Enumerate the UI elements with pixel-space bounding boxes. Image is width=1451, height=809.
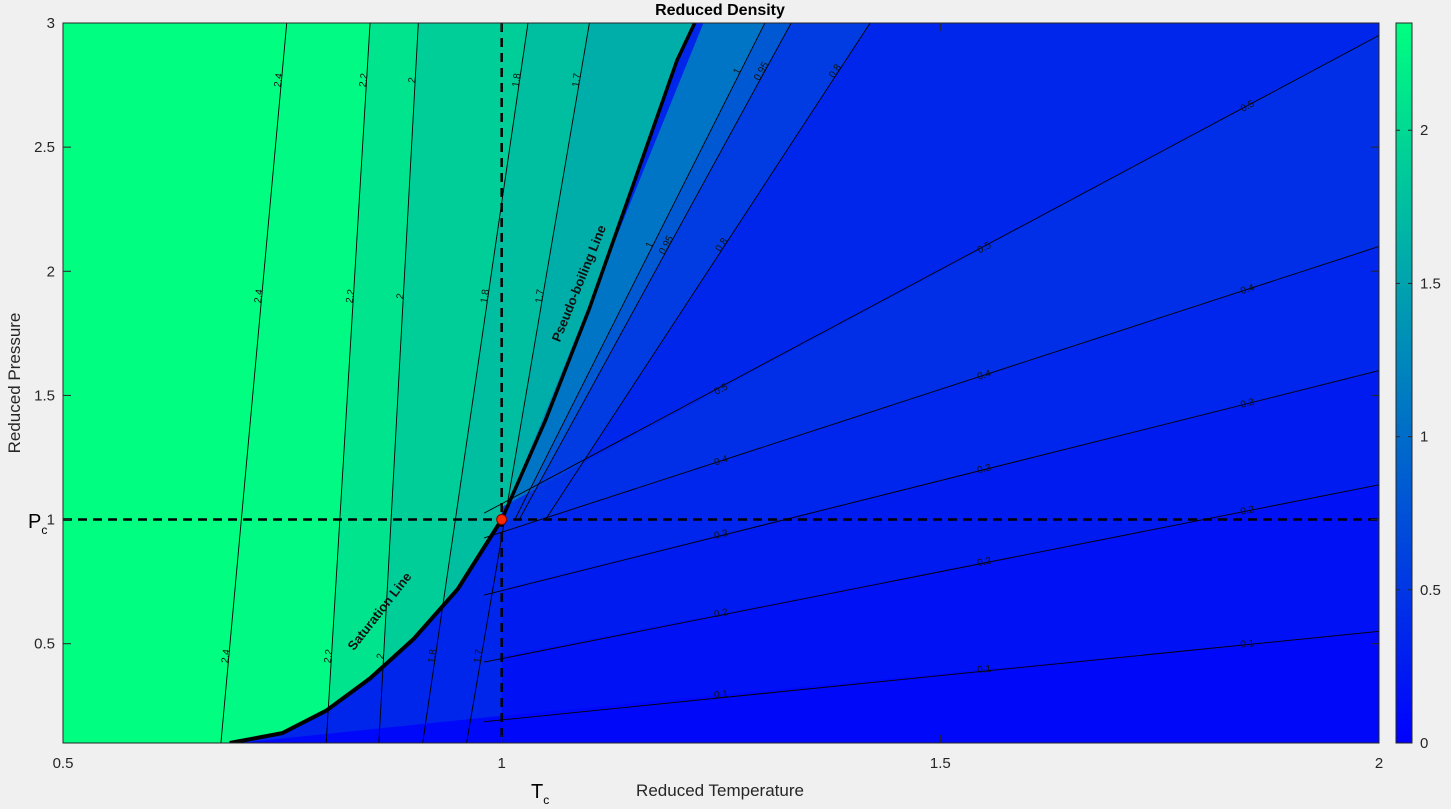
contour-label: 0.3 xyxy=(1239,397,1256,411)
contour-label: 2.4 xyxy=(253,288,266,304)
liquid-band xyxy=(422,23,590,743)
pseudo-boiling-line xyxy=(500,23,697,521)
contour-label: 2.2 xyxy=(345,288,358,304)
contour-label: 0.4 xyxy=(713,454,730,469)
contour-label: 0.2 xyxy=(976,556,992,570)
contour-label: 2.2 xyxy=(323,648,336,664)
contour-line xyxy=(220,23,288,743)
x-axis-label: Reduced Temperature xyxy=(636,781,804,800)
colorbar-tick-label: 0 xyxy=(1420,735,1428,752)
x-tick-label: 2 xyxy=(1375,755,1383,772)
contour-label: 0.4 xyxy=(1239,282,1256,297)
critical-reference-lines xyxy=(63,23,1379,743)
plot-border xyxy=(62,22,1380,744)
critical-point-marker xyxy=(496,514,508,526)
contour-label: 2.4 xyxy=(220,648,233,664)
vapor-band xyxy=(501,484,1379,716)
contour-line xyxy=(483,246,1379,539)
liquid-band xyxy=(220,23,371,743)
contour-label: 1.7 xyxy=(571,72,584,88)
contour-line xyxy=(325,23,371,743)
contour-label: 1.8 xyxy=(511,72,524,88)
contour-line xyxy=(466,23,590,743)
contour-line xyxy=(514,23,766,520)
liquid-band xyxy=(378,23,528,743)
contour-line xyxy=(545,23,871,520)
pc-label: Pc xyxy=(28,511,47,537)
contour-label: 1.7 xyxy=(534,288,547,304)
tc-label: Tc xyxy=(531,781,549,807)
contour-label: 2.4 xyxy=(273,72,286,88)
supercritical-band xyxy=(519,23,871,520)
y-tick-label: 2 xyxy=(47,263,55,280)
contour-label: 1.8 xyxy=(426,648,439,664)
contour-labels: 2.4 2.4 2.4 2.2 2.2 2.2 2 2 2 1.8 1.8 1.8 1.7 1.7 1.7 0… xyxy=(220,60,1257,701)
contour-line xyxy=(484,484,1379,663)
contour-label: 1 xyxy=(644,240,657,250)
contour-label: 0.2 xyxy=(1240,504,1256,518)
x-tick-label: 0.5 xyxy=(53,755,74,772)
contour-label: 2.2 xyxy=(358,72,371,88)
liquid-band xyxy=(326,23,419,743)
x-tick-label: 1 xyxy=(497,755,505,772)
y-axis-label: Reduced Pressure xyxy=(5,313,24,454)
contour-label: 0.1 xyxy=(1240,638,1255,650)
contour-label: 0.1 xyxy=(714,689,729,701)
contour-label: 0.2 xyxy=(713,607,729,621)
colorbar-tick-label: 2 xyxy=(1420,122,1428,139)
vapor-band xyxy=(238,631,1379,743)
contour-line xyxy=(483,35,1379,514)
axis-ticks: 0.5 1 1.5 2 0.5 1 1.5 2 2.5 3 xyxy=(34,15,1383,772)
y-tick-label: 1 xyxy=(47,512,55,529)
contour-label: 0.1 xyxy=(977,664,992,676)
density-fill-regions xyxy=(63,23,1379,743)
contour-line xyxy=(378,23,419,743)
vapor-band xyxy=(501,35,1379,532)
colorbar-tick-label: 0.5 xyxy=(1420,582,1441,599)
x-tick-label: 1.5 xyxy=(930,755,951,772)
supercritical-band xyxy=(514,23,792,520)
vapor-band xyxy=(501,370,1379,657)
saturation-line xyxy=(229,518,504,743)
y-tick-label: 3 xyxy=(47,15,55,32)
contour-label: 1.7 xyxy=(472,648,485,664)
contour-label: 1 xyxy=(731,66,744,76)
contour-label: 2 xyxy=(375,652,387,659)
supercritical-band xyxy=(501,23,765,520)
contour-label: 0.4 xyxy=(976,368,993,383)
colorbar xyxy=(1395,22,1413,744)
vapor-band xyxy=(501,246,1379,590)
liquid-band xyxy=(63,23,287,743)
contour-line xyxy=(518,23,792,520)
contour-label: 0.3 xyxy=(976,462,993,476)
chart-title: Reduced Density xyxy=(655,2,785,19)
contour-line xyxy=(484,630,1379,723)
y-tick-label: 1.5 xyxy=(34,387,55,404)
contour-line xyxy=(422,23,529,743)
y-tick-label: 0.5 xyxy=(34,636,55,653)
colorbar-tick-label: 1 xyxy=(1420,429,1428,446)
y-tick-label: 2.5 xyxy=(34,139,55,156)
colorbar-tick-label: 1.5 xyxy=(1420,275,1441,292)
contour-label: 2 xyxy=(407,76,419,83)
contour-label: 0.3 xyxy=(713,528,730,542)
contour-label: 2 xyxy=(395,292,407,299)
contour-lines xyxy=(220,23,1379,743)
contour-label: 1.8 xyxy=(479,288,492,304)
contour-line xyxy=(484,370,1379,596)
colorbar-ticks: 0 0.5 1 1.5 2 xyxy=(1396,122,1441,752)
